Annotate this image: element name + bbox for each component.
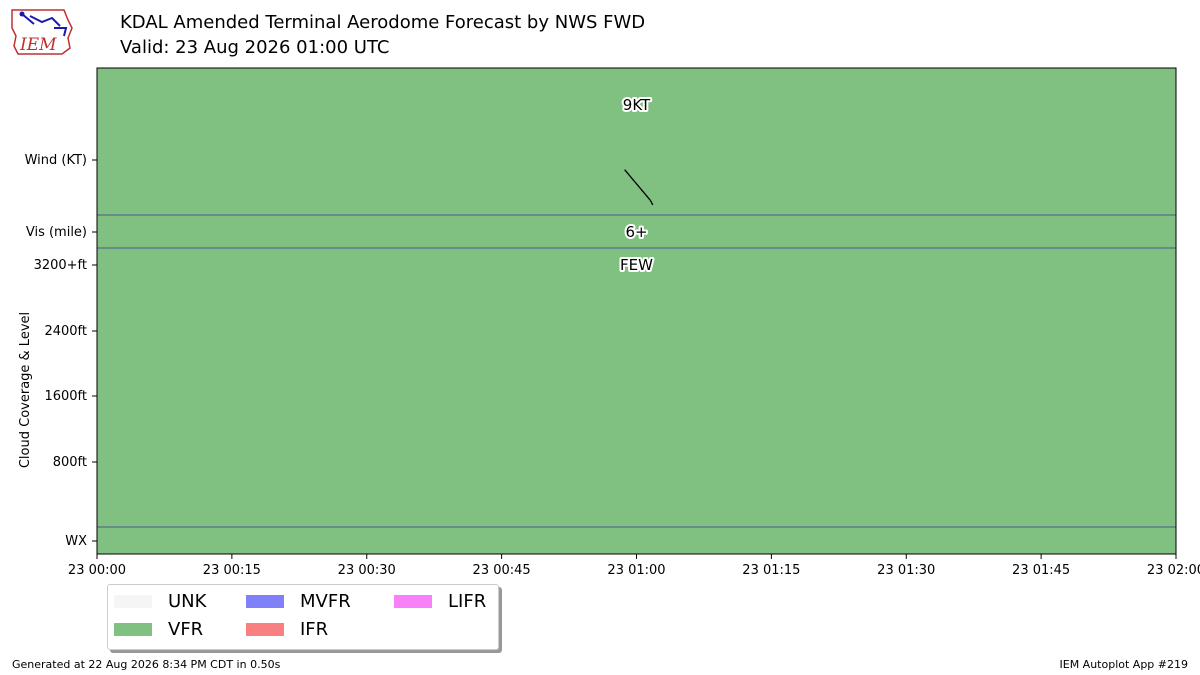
y-row-label-1: Vis (mile) bbox=[26, 225, 87, 240]
x-tick-label-0: 23 00:00 bbox=[68, 563, 126, 578]
legend-swatch-mvfr bbox=[246, 595, 284, 608]
iem-logo: IEM bbox=[11, 9, 73, 55]
cloud-tick-label-0: 3200+ft bbox=[34, 258, 87, 273]
cloud-tick-label-1: 2400ft bbox=[44, 324, 87, 339]
legend-label-mvfr: MVFR bbox=[300, 591, 351, 612]
x-tick-label-3: 23 00:45 bbox=[473, 563, 531, 578]
cloud-axis-label: Cloud Coverage & Level bbox=[18, 312, 33, 468]
legend-item-vfr: VFR bbox=[114, 619, 203, 640]
visibility-label: 6+ bbox=[625, 223, 647, 241]
cloud-tick-label-3: 800ft bbox=[53, 455, 87, 470]
footer-app: IEM Autoplot App #219 bbox=[1059, 658, 1189, 671]
x-tick-label-4: 23 01:00 bbox=[607, 563, 665, 578]
cloud-label: FEW bbox=[620, 256, 653, 274]
chart-title: KDAL Amended Terminal Aerodome Forecast … bbox=[120, 12, 646, 33]
footer-generated: Generated at 22 Aug 2026 8:34 PM CDT in … bbox=[12, 658, 281, 671]
chart-subtitle: Valid: 23 Aug 2026 01:00 UTC bbox=[120, 37, 390, 58]
x-tick-label-1: 23 00:15 bbox=[203, 563, 261, 578]
legend-label-ifr: IFR bbox=[300, 619, 329, 640]
wind-speed-label: 9KT bbox=[623, 96, 651, 114]
legend: UNK MVFR LIFR VFR IFR bbox=[107, 584, 499, 650]
y-row-label-0: Wind (KT) bbox=[25, 153, 87, 168]
legend-item-lifr: LIFR bbox=[394, 591, 486, 612]
legend-label-lifr: LIFR bbox=[448, 591, 487, 612]
cloud-tick-label-2: 1600ft bbox=[44, 389, 87, 404]
logo-text: IEM bbox=[19, 35, 57, 55]
legend-label-vfr: VFR bbox=[168, 619, 204, 640]
legend-swatch-unk bbox=[114, 595, 152, 608]
legend-item-unk: UNK bbox=[114, 591, 206, 612]
x-tick-label-8: 23 02:00 bbox=[1147, 563, 1200, 578]
x-tick-label-6: 23 01:30 bbox=[877, 563, 935, 578]
x-tick-label-5: 23 01:15 bbox=[742, 563, 800, 578]
x-tick-label-7: 23 01:45 bbox=[1012, 563, 1070, 578]
y-row-label-3: WX bbox=[65, 534, 87, 549]
period-band-0 bbox=[97, 68, 1176, 554]
legend-item-mvfr: MVFR bbox=[246, 591, 351, 612]
legend-swatch-lifr bbox=[394, 595, 432, 608]
x-tick-label-2: 23 00:30 bbox=[338, 563, 396, 578]
wind-barb-flag bbox=[649, 200, 654, 206]
legend-label-unk: UNK bbox=[168, 591, 207, 612]
legend-swatch-vfr bbox=[114, 623, 152, 636]
legend-swatch-ifr bbox=[246, 623, 284, 636]
wind-barb-staff bbox=[624, 169, 651, 201]
legend-item-ifr: IFR bbox=[246, 619, 328, 640]
